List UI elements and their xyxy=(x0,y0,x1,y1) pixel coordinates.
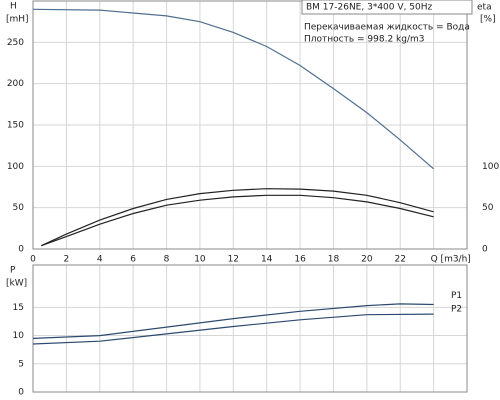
y-tick-label: 50 xyxy=(13,203,25,213)
curve xyxy=(32,303,434,339)
curve xyxy=(41,188,434,247)
x-tick-label: 12 xyxy=(228,255,239,265)
y2-axis-unit: [%] xyxy=(480,15,496,25)
x-tick-label: 4 xyxy=(97,255,103,265)
y-tick-label: 15 xyxy=(13,303,24,313)
y-axis-label: H xyxy=(10,2,17,12)
plot-frame xyxy=(32,264,468,393)
y2-tick-label: 50 xyxy=(482,203,494,213)
x-tick-label: 20 xyxy=(361,255,373,265)
annotation: Плотность = 998.2 kg/m3 xyxy=(304,35,425,45)
curve xyxy=(32,313,434,345)
plot-frame xyxy=(32,0,468,250)
y-tick-label: 250 xyxy=(7,38,24,48)
y-tick-label: 10 xyxy=(13,331,25,341)
y2-axis-label: eta xyxy=(477,3,492,13)
curve xyxy=(41,194,434,247)
x-tick-label: 22 xyxy=(395,255,406,265)
x-tick-label: 16 xyxy=(294,255,306,265)
title-box xyxy=(301,0,473,15)
x-tick-label: 2 xyxy=(64,255,70,265)
series-label: P2 xyxy=(451,305,462,315)
x-tick-label: 8 xyxy=(164,255,170,265)
x-tick-label: 0 xyxy=(30,255,36,265)
y-tick-label: 150 xyxy=(7,121,24,131)
y-axis-label: P xyxy=(10,266,16,276)
curve xyxy=(32,8,434,170)
y2-tick-label: 0 xyxy=(482,245,488,255)
x-tick-label: 10 xyxy=(194,255,206,265)
y-tick-label: 0 xyxy=(18,388,24,398)
x-axis-label: Q [m3/h] xyxy=(431,255,471,265)
y2-tick-label: 100 xyxy=(482,162,499,172)
y-tick-label: 0 xyxy=(18,245,24,255)
y-axis-unit: [mH] xyxy=(6,15,29,25)
y-tick-label: 5 xyxy=(18,359,24,369)
x-tick-label: 18 xyxy=(328,255,340,265)
y-tick-label: 100 xyxy=(7,162,24,172)
series-label: P1 xyxy=(451,291,462,301)
y-tick-label: 200 xyxy=(7,79,24,89)
y-axis-unit: [kW] xyxy=(6,279,27,289)
x-tick-label: 14 xyxy=(261,255,273,265)
x-tick-label: 6 xyxy=(130,255,136,265)
annotation: Перекачиваемая жидкость = Вода xyxy=(304,23,470,33)
chart-title: BM 17-26NE, 3*400 V, 50Hz xyxy=(306,3,432,13)
